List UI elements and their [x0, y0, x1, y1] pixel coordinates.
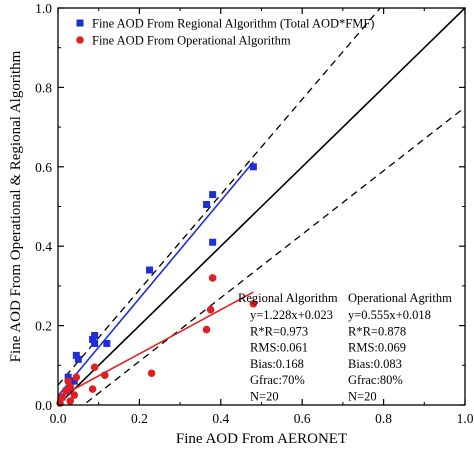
- data-point-operational: [66, 397, 75, 405]
- y-tick-label: 0.2: [35, 319, 52, 334]
- y-tick-label: 0.6: [35, 160, 52, 175]
- y-tick-label: 1.0: [35, 1, 52, 16]
- data-point-operational: [88, 385, 97, 393]
- stats-line-regional: y=1.228x+0.023: [250, 308, 333, 322]
- data-point-regional: [209, 238, 217, 246]
- stats-title-operational: Operational Agrithm: [348, 291, 452, 305]
- data-point-operational: [206, 305, 215, 314]
- data-point-operational: [70, 391, 79, 399]
- data-point-operational: [64, 377, 72, 385]
- stats-line-operational: R*R=0.878: [348, 324, 406, 338]
- legend: Fine AOD From Regional Algorithm (Total …: [76, 17, 374, 48]
- stats-line-regional: N=20: [250, 390, 279, 404]
- x-tick-label: 0.8: [375, 411, 392, 426]
- data-point-regional: [89, 335, 97, 343]
- stats-box: Regional Algorithm y=1.228x+0.023 R*R=0.97…: [238, 291, 452, 404]
- data-point-operational: [66, 383, 75, 391]
- y-tick-label: 0.4: [35, 239, 52, 254]
- legend-label-regional: Fine AOD From Regional Algorithm (Total …: [92, 17, 374, 31]
- data-point-operational: [147, 369, 156, 378]
- fit-line-operational: [57, 291, 254, 399]
- stats-line-regional: Gfrac:70%: [250, 373, 305, 387]
- legend-marker-operational: [76, 36, 84, 44]
- stats-line-operational: Gfrac:80%: [348, 373, 403, 387]
- data-point-operational: [208, 274, 217, 282]
- stats-line-regional: RMS:0.061: [250, 341, 308, 355]
- y-tick-label: 0.8: [35, 80, 52, 95]
- data-point-regional: [91, 339, 99, 347]
- x-tick-label: 0.0: [50, 411, 67, 426]
- legend-label-operational: Fine AOD From Operational Algorithm: [92, 34, 291, 48]
- data-point-regional: [64, 373, 72, 381]
- x-tick-label: 1.0: [457, 411, 474, 426]
- x-tick-label: 0.6: [294, 411, 311, 426]
- data-point-operational: [90, 363, 99, 372]
- data-point-operational: [72, 373, 81, 382]
- x-tick-label: 0.4: [212, 411, 229, 426]
- legend-marker-regional: [76, 19, 84, 27]
- reference-line-upper-error: [58, 8, 382, 386]
- data-point-regional: [203, 201, 211, 209]
- data-point-regional: [72, 351, 80, 359]
- stats-line-operational: N=20: [348, 390, 377, 404]
- data-point-operational: [202, 325, 211, 334]
- y-axis-label: Fine AOD From Operational & Regional Alg…: [8, 50, 24, 362]
- stats-title-regional: Regional Algorithm: [238, 291, 338, 305]
- stats-line-operational: Bias:0.083: [348, 357, 402, 371]
- stats-line-operational: RMS:0.069: [348, 341, 406, 355]
- reference-line-lower-error: [82, 106, 465, 405]
- x-tick-label: 0.2: [131, 411, 148, 426]
- x-axis-label: Fine AOD From AERONET: [176, 431, 347, 447]
- data-point-regional: [146, 266, 154, 274]
- reference-line-one-to-one: [58, 8, 465, 405]
- stats-line-regional: Bias:0.168: [250, 357, 304, 371]
- data-point-regional: [249, 163, 257, 171]
- data-point-operational: [249, 299, 258, 308]
- stats-line-operational: y=0.555x+0.018: [348, 308, 431, 322]
- data-point-regional: [74, 355, 82, 363]
- fit-line-regional: [57, 161, 254, 397]
- data-point-regional: [209, 191, 217, 199]
- data-point-operational: [58, 393, 66, 401]
- y-tick-label: 0.0: [35, 398, 52, 413]
- data-point-operational: [101, 371, 109, 380]
- data-point-regional: [70, 377, 78, 385]
- data-point-regional: [91, 332, 99, 340]
- data-point-regional: [103, 339, 111, 347]
- stats-line-regional: R*R=0.973: [250, 324, 308, 338]
